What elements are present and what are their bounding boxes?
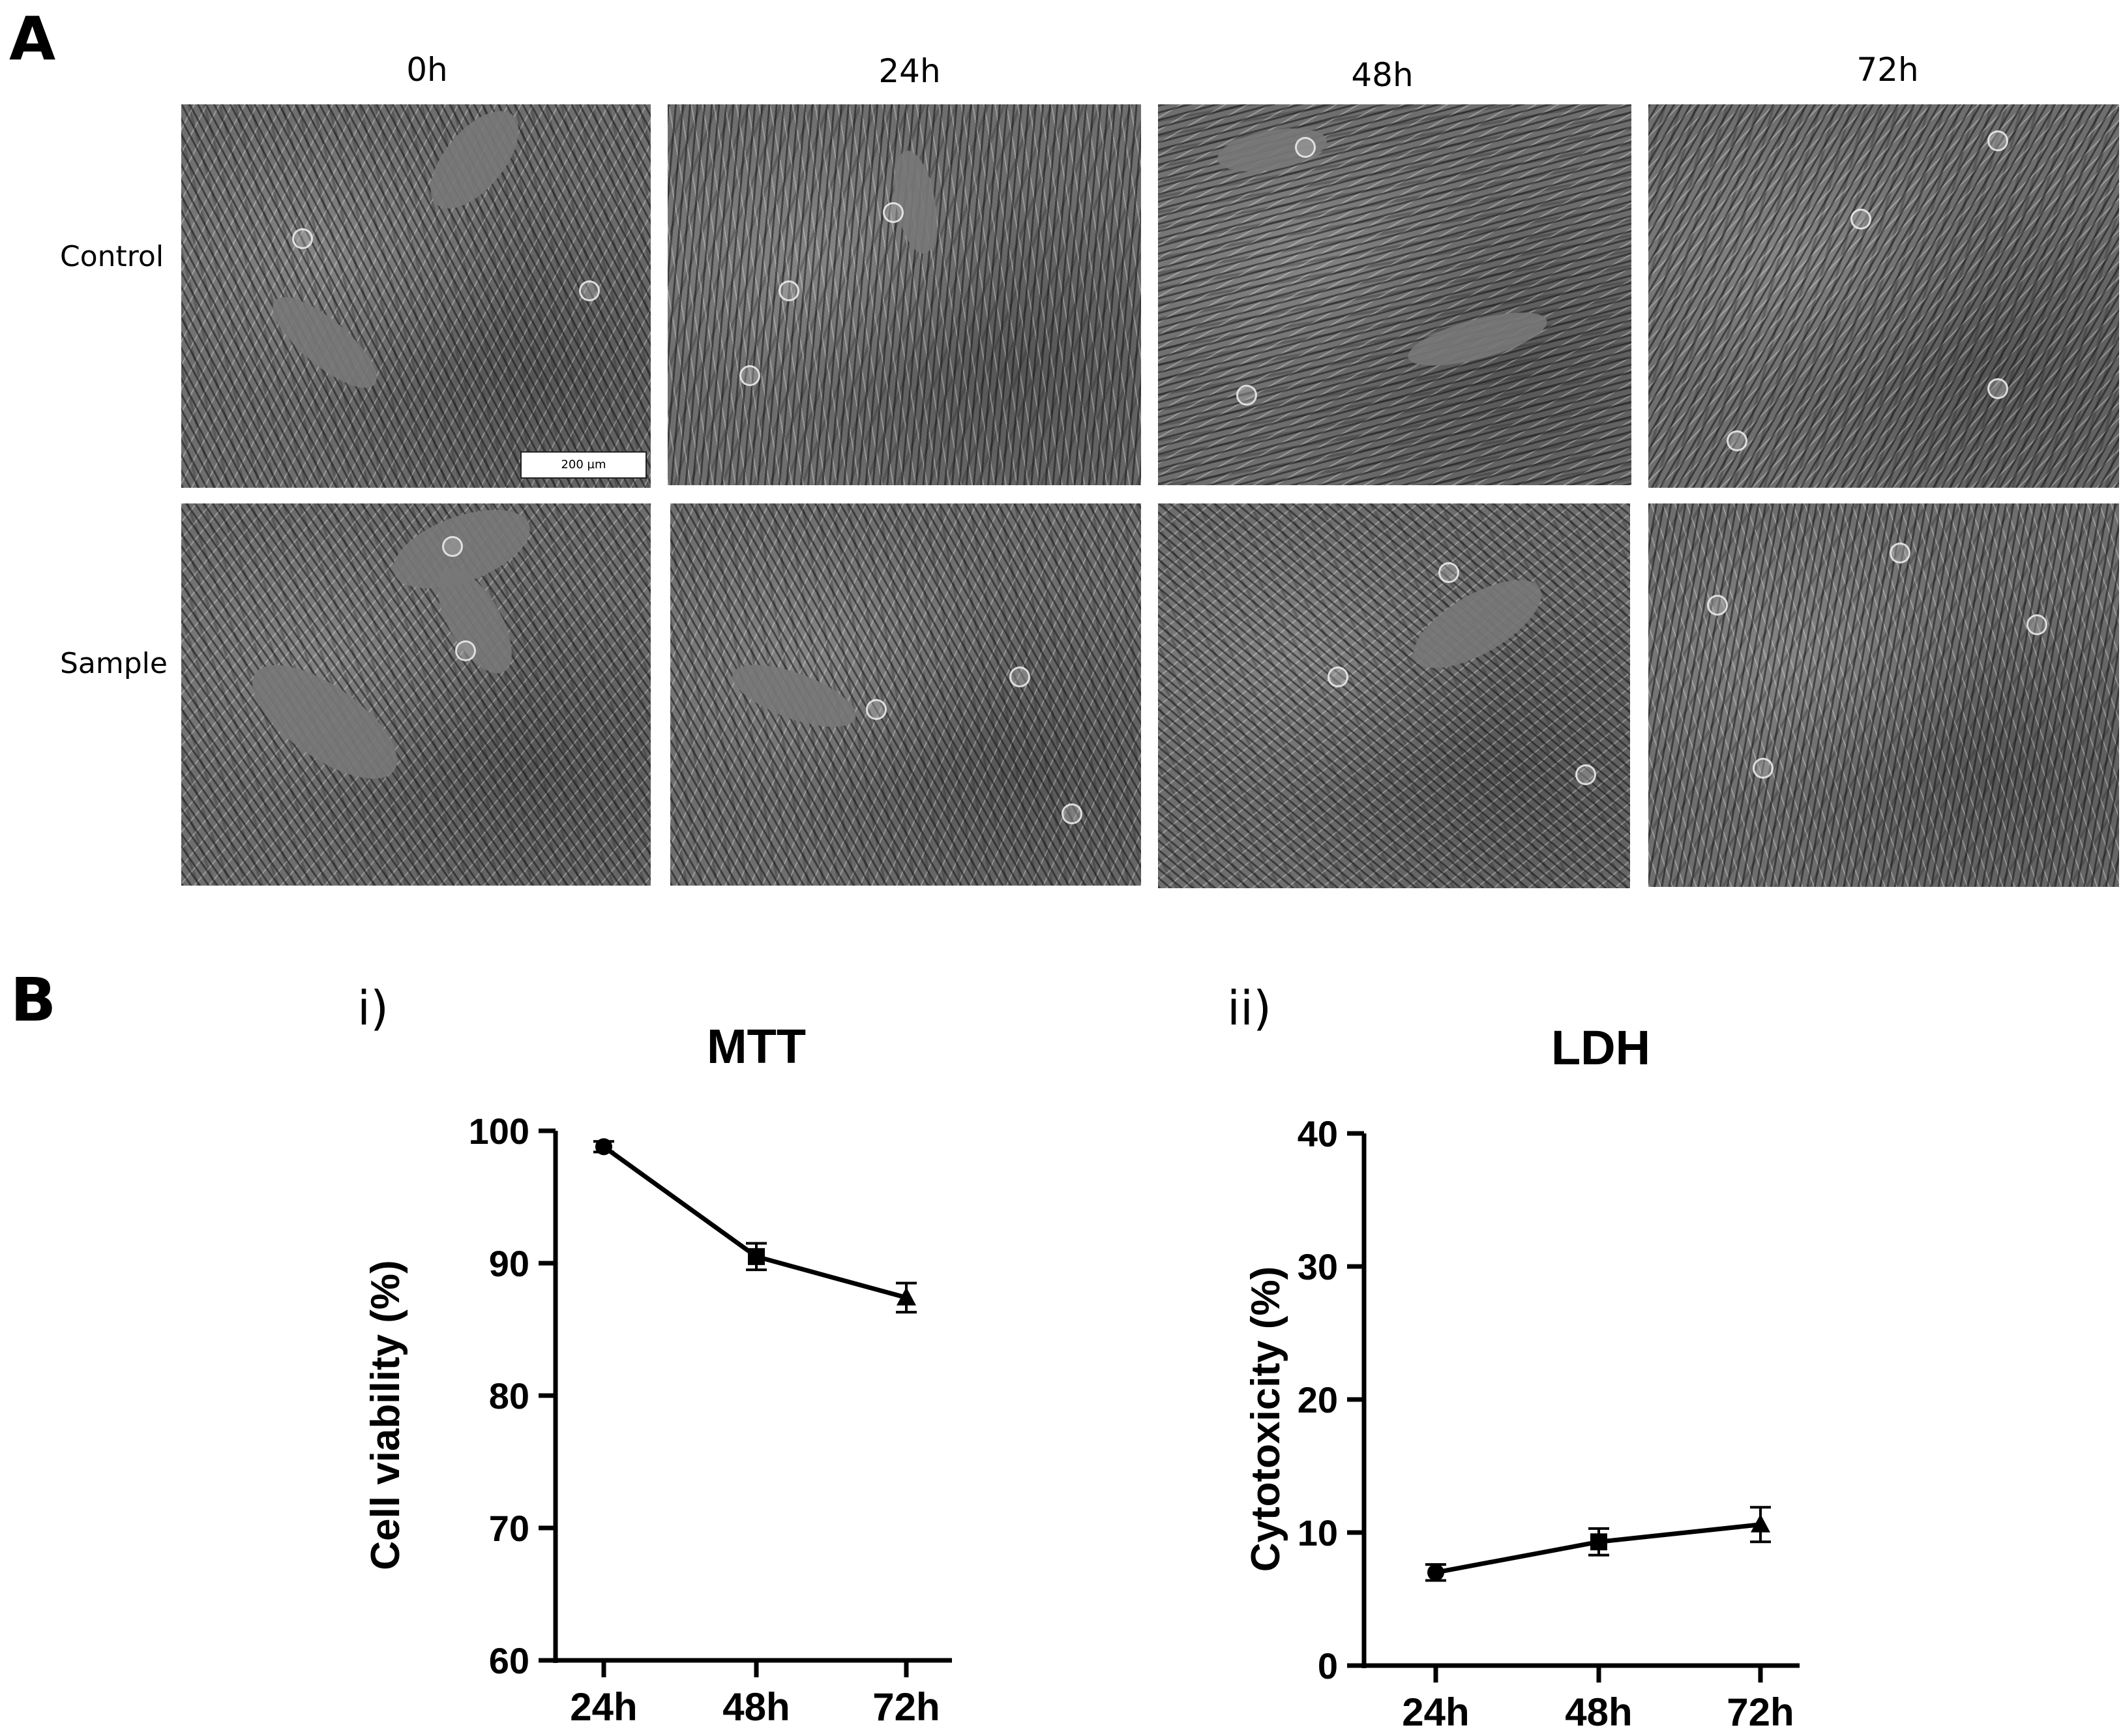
- mtt-y-tick-label: 70: [489, 1508, 529, 1549]
- micrograph-control-48h: [1158, 104, 1631, 485]
- time-label-0h: 0h: [406, 51, 448, 89]
- panel-b-letter: B: [10, 965, 57, 1035]
- mtt-x-tick-label: 72h: [872, 1685, 940, 1729]
- sub-label-ii: ii): [1227, 981, 1272, 1036]
- time-label-72h: 72h: [1856, 51, 1919, 89]
- ldh-x-tick-label: 48h: [1565, 1690, 1632, 1734]
- mtt-chart-title: MTT: [706, 1019, 807, 1073]
- ldh-point-72h: [1751, 1514, 1770, 1533]
- ldh-y-tick-label: 20: [1298, 1379, 1338, 1420]
- ldh-point-48h: [1590, 1533, 1607, 1551]
- ldh-y-axis-label: Cytotoxicity (%): [1243, 1266, 1288, 1572]
- ldh-y-tick-label: 30: [1298, 1246, 1338, 1287]
- micrograph-sample-48h: [1158, 503, 1630, 888]
- mtt-y-tick-label: 80: [489, 1375, 529, 1416]
- time-label-48h: 48h: [1351, 56, 1414, 94]
- micrograph-control-24h: [668, 104, 1141, 485]
- micrograph-sample-24h: [670, 503, 1141, 886]
- micrograph-sample-0h: [181, 503, 651, 886]
- row-label-control: Control: [60, 240, 164, 273]
- micrograph-sample-72h: [1648, 503, 2119, 887]
- mtt-x-tick-label: 24h: [570, 1685, 637, 1729]
- mtt-y-axis-label: Cell viability (%): [363, 1260, 408, 1570]
- ldh-point-24h: [1427, 1564, 1444, 1581]
- ldh-y-tick-label: 10: [1298, 1512, 1338, 1553]
- mtt-y-tick-label: 90: [489, 1243, 529, 1284]
- ldh-x-tick-label: 72h: [1727, 1690, 1794, 1734]
- scale-bar: 200 µm: [520, 451, 647, 479]
- ldh-chart-title: LDH: [1551, 1021, 1651, 1075]
- time-label-24h: 24h: [878, 52, 941, 90]
- row-label-sample: Sample: [60, 647, 168, 680]
- micrograph-control-0h: 200 µm: [181, 104, 651, 488]
- sub-label-i: i): [357, 981, 389, 1036]
- mtt-x-tick-label: 48h: [722, 1685, 790, 1729]
- mtt-y-tick-label: 100: [469, 1111, 529, 1152]
- mtt-y-tick-label: 60: [489, 1640, 529, 1681]
- ldh-y-tick-label: 40: [1298, 1113, 1338, 1154]
- micrograph-control-72h: [1648, 104, 2119, 488]
- ldh-series-line: [1435, 1522, 1761, 1575]
- mtt-point-48h: [748, 1248, 765, 1265]
- mtt-series-line: [602, 1145, 907, 1300]
- ldh-x-tick-label: 24h: [1402, 1690, 1469, 1734]
- ldh-y-tick-label: 0: [1318, 1645, 1338, 1686]
- mtt-point-24h: [595, 1138, 612, 1156]
- panel-a-letter: A: [9, 4, 56, 74]
- mtt-point-72h: [897, 1287, 916, 1306]
